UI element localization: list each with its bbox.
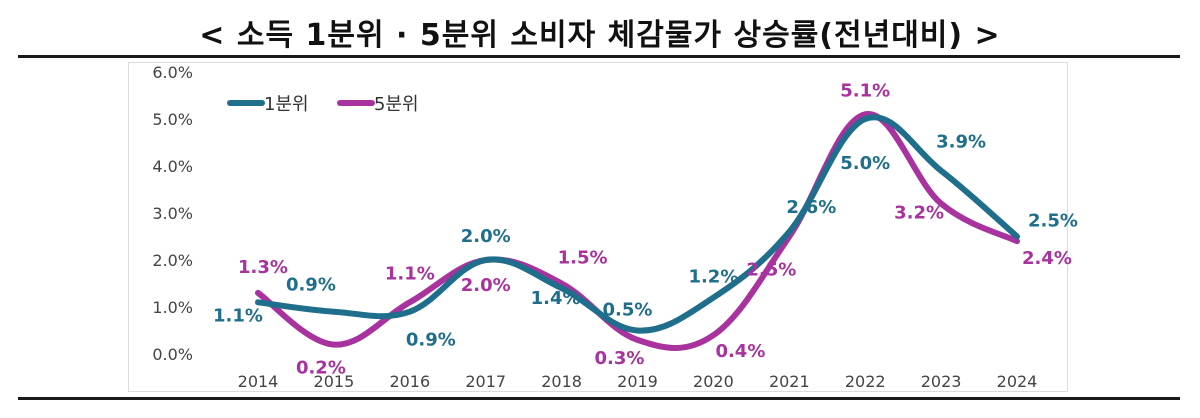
data-label-q5: 0.4% (715, 341, 765, 362)
data-label-q1: 2.5% (1028, 211, 1078, 232)
y-tick-label: 1.0% (152, 298, 193, 317)
y-tick-label: 0.0% (152, 345, 193, 364)
data-label-q5: 1.5% (558, 248, 608, 269)
x-tick-label: 2023 (921, 372, 962, 391)
x-tick-label: 2014 (238, 372, 279, 391)
x-tick-label: 2022 (845, 372, 886, 391)
data-label-q5: 3.2% (894, 203, 944, 224)
x-tick-label: 2015 (314, 372, 355, 391)
data-label-q5: 5.1% (840, 80, 890, 101)
y-tick-label: 2.0% (152, 251, 193, 270)
x-tick-label: 2019 (617, 372, 658, 391)
data-label-q1: 0.9% (406, 330, 456, 351)
data-label-q1: 0.9% (286, 275, 336, 296)
data-label-q5: 1.3% (238, 257, 288, 278)
series-line-q1 (255, 114, 1020, 334)
legend-item-q1-label: 1분위 (264, 94, 309, 115)
data-label-q5: 0.2% (296, 358, 346, 379)
data-label-q5: 2.0% (461, 275, 511, 296)
data-label-q1: 1.1% (213, 305, 263, 326)
data-label-q1: 5.0% (840, 153, 890, 174)
bottom-divider (18, 397, 1180, 400)
x-tick-label: 2021 (769, 372, 810, 391)
data-label-q5: 2.5% (746, 260, 796, 281)
series-line-q5 (255, 111, 1020, 352)
y-tick-label: 3.0% (152, 204, 193, 223)
data-label-q1: 0.5% (603, 300, 653, 321)
x-tick-label: 2017 (465, 372, 506, 391)
y-tick-label: 4.0% (152, 157, 193, 176)
x-tick-label: 2020 (693, 372, 734, 391)
data-label-q1: 2.6% (786, 197, 836, 218)
data-label-q1: 2.0% (461, 226, 511, 247)
chart-title: < 소득 1분위 · 5분위 소비자 체감물가 상승률(전년대비) > (199, 18, 1001, 53)
x-tick-label: 2016 (389, 372, 430, 391)
top-divider (18, 55, 1180, 58)
y-tick-label: 5.0% (152, 110, 193, 129)
data-label-q5: 1.1% (385, 263, 435, 284)
data-label-q1: 3.9% (936, 132, 986, 153)
data-label-q1: 1.4% (531, 288, 581, 309)
plot-frame (128, 62, 1068, 392)
x-tick-label: 2024 (997, 372, 1038, 391)
data-label-q5: 2.4% (1022, 248, 1072, 269)
data-label-q1: 1.2% (688, 267, 738, 288)
data-label-q5: 0.3% (595, 348, 645, 369)
legend-item-q5-label: 5분위 (374, 94, 419, 115)
y-tick-label: 6.0% (152, 63, 193, 82)
x-tick-label: 2018 (541, 372, 582, 391)
